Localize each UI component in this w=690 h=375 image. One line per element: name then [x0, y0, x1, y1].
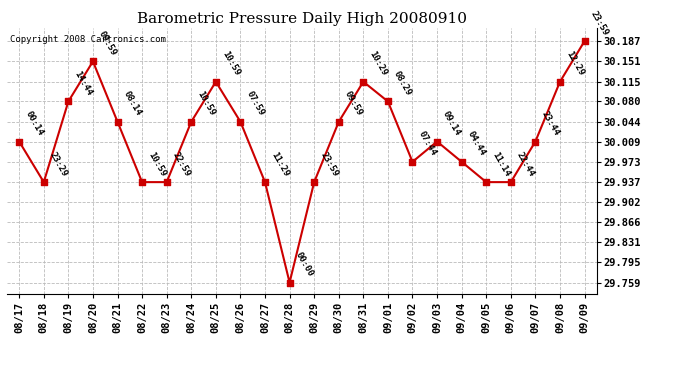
Text: 10:59: 10:59: [220, 50, 242, 78]
Text: 14:44: 14:44: [72, 69, 94, 97]
Text: 07:44: 07:44: [417, 130, 438, 158]
Point: [407, 159, 418, 165]
Point: [38, 179, 49, 185]
Text: 00:14: 00:14: [23, 110, 45, 137]
Text: 11:29: 11:29: [269, 150, 290, 178]
Point: [308, 179, 319, 185]
Point: [210, 79, 221, 85]
Text: 12:29: 12:29: [564, 50, 585, 78]
Point: [333, 119, 344, 125]
Text: 10:59: 10:59: [195, 90, 217, 118]
Point: [137, 179, 148, 185]
Point: [161, 179, 172, 185]
Text: 10:59: 10:59: [146, 150, 168, 178]
Point: [530, 138, 541, 144]
Point: [431, 138, 442, 144]
Text: 23:44: 23:44: [540, 110, 561, 137]
Point: [579, 38, 590, 44]
Text: 10:29: 10:29: [368, 50, 388, 78]
Text: 22:59: 22:59: [171, 150, 192, 178]
Text: 09:59: 09:59: [343, 90, 364, 118]
Text: 09:59: 09:59: [97, 30, 118, 57]
Point: [456, 159, 467, 165]
Point: [284, 279, 295, 285]
Point: [112, 119, 123, 125]
Point: [505, 179, 516, 185]
Text: 09:14: 09:14: [441, 110, 462, 137]
Point: [382, 99, 393, 105]
Point: [63, 99, 74, 105]
Point: [358, 79, 369, 85]
Text: 23:59: 23:59: [589, 9, 610, 37]
Text: Copyright 2008 Cartronics.com: Copyright 2008 Cartronics.com: [10, 35, 166, 44]
Text: 23:59: 23:59: [318, 150, 339, 178]
Point: [259, 179, 270, 185]
Point: [88, 58, 99, 64]
Point: [555, 79, 566, 85]
Text: 11:14: 11:14: [491, 150, 511, 178]
Text: 08:29: 08:29: [392, 69, 413, 97]
Text: 22:44: 22:44: [515, 150, 536, 178]
Text: 04:44: 04:44: [466, 130, 487, 158]
Point: [186, 119, 197, 125]
Title: Barometric Pressure Daily High 20080910: Barometric Pressure Daily High 20080910: [137, 12, 467, 26]
Text: 07:59: 07:59: [244, 90, 266, 118]
Text: 23:29: 23:29: [48, 150, 69, 178]
Text: 08:14: 08:14: [121, 90, 143, 118]
Point: [14, 138, 25, 144]
Text: 00:00: 00:00: [294, 251, 315, 278]
Point: [481, 179, 492, 185]
Point: [235, 119, 246, 125]
